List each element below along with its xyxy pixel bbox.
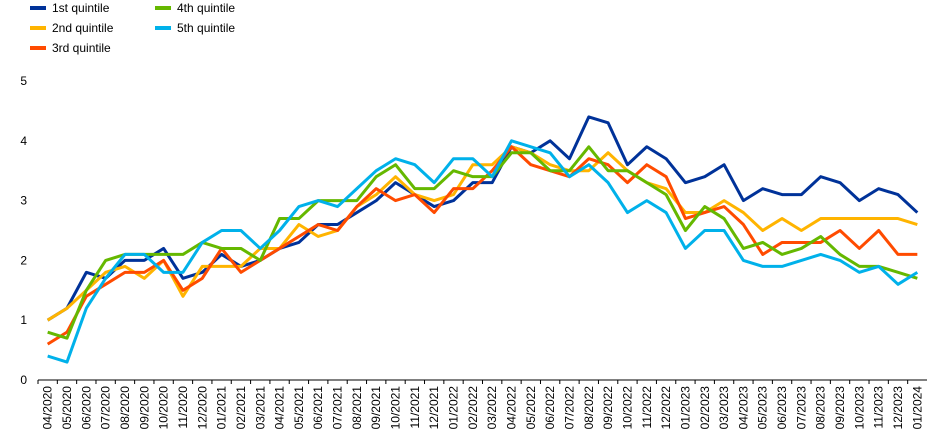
x-tick-label: 12/2023 bbox=[891, 386, 905, 430]
series-line bbox=[47, 145, 918, 340]
x-tick-label: 05/2022 bbox=[524, 386, 538, 430]
series-line bbox=[47, 139, 919, 364]
x-tick-label: 06/2020 bbox=[79, 386, 93, 430]
legend-label: 2nd quintile bbox=[52, 21, 114, 35]
x-tick-label: 07/2023 bbox=[794, 386, 808, 430]
x-tick-label: 03/2022 bbox=[485, 386, 499, 430]
x-tick-label: 05/2021 bbox=[292, 386, 306, 430]
x-tick-label: 11/2020 bbox=[176, 386, 190, 429]
x-tick-label: 01/2021 bbox=[215, 386, 229, 430]
legend-label: 3rd quintile bbox=[52, 41, 111, 55]
legend-label: 4th quintile bbox=[177, 1, 235, 15]
x-tick-label: 06/2023 bbox=[775, 386, 789, 430]
x-tick-label: 01/2023 bbox=[678, 386, 692, 430]
x-tick-label: 05/2020 bbox=[60, 386, 74, 430]
x-tick-label: 01/2022 bbox=[447, 386, 461, 430]
x-tick-label: 04/2021 bbox=[273, 386, 287, 430]
x-tick-label: 10/2022 bbox=[620, 386, 634, 430]
x-tick-label: 12/2020 bbox=[195, 386, 209, 430]
x-tick-label: 11/2023 bbox=[872, 386, 886, 429]
x-tick-label: 04/2020 bbox=[41, 386, 55, 430]
y-tick-label: 2 bbox=[20, 253, 27, 267]
x-tick-label: 10/2020 bbox=[157, 386, 171, 430]
x-tick-label: 07/2020 bbox=[99, 386, 113, 430]
y-tick-label: 4 bbox=[20, 134, 27, 148]
x-tick-label: 06/2021 bbox=[311, 386, 325, 430]
x-tick-label: 09/2022 bbox=[601, 386, 615, 430]
y-tick-label: 0 bbox=[20, 373, 27, 387]
series-line bbox=[46, 145, 918, 322]
x-tick-label: 08/2021 bbox=[350, 386, 364, 430]
x-tick-label: 12/2021 bbox=[427, 386, 441, 430]
series-line bbox=[46, 115, 919, 322]
x-tick-label: 02/2022 bbox=[466, 386, 480, 430]
x-tick-label: 12/2022 bbox=[659, 386, 673, 430]
x-tick-label: 07/2022 bbox=[562, 386, 576, 430]
x-tick-label: 08/2023 bbox=[814, 386, 828, 430]
x-tick-label: 02/2021 bbox=[234, 386, 248, 430]
x-tick-label: 02/2023 bbox=[698, 386, 712, 430]
x-tick-label: 08/2022 bbox=[582, 386, 596, 430]
legend-label: 5th quintile bbox=[177, 21, 235, 35]
x-tick-label: 03/2021 bbox=[253, 386, 267, 430]
x-tick-label: 08/2020 bbox=[118, 386, 132, 430]
x-tick-label: 04/2023 bbox=[736, 386, 750, 430]
x-tick-label: 06/2022 bbox=[543, 386, 557, 430]
x-tick-label: 09/2023 bbox=[833, 386, 847, 430]
x-tick-label: 09/2020 bbox=[137, 386, 151, 430]
x-tick-label: 05/2023 bbox=[756, 386, 770, 430]
x-tick-label: 09/2021 bbox=[369, 386, 383, 430]
x-tick-label: 10/2023 bbox=[852, 386, 866, 430]
x-tick-label: 01/2024 bbox=[910, 386, 924, 430]
x-tick-label: 07/2021 bbox=[331, 386, 345, 430]
x-tick-label: 03/2023 bbox=[717, 386, 731, 430]
legend-label: 1st quintile bbox=[52, 1, 110, 15]
x-tick-label: 04/2022 bbox=[504, 386, 518, 430]
y-tick-label: 1 bbox=[20, 313, 27, 327]
x-tick-label: 11/2022 bbox=[640, 386, 654, 429]
y-tick-label: 5 bbox=[20, 74, 27, 88]
y-tick-label: 3 bbox=[20, 194, 27, 208]
x-tick-label: 11/2021 bbox=[408, 386, 422, 429]
x-tick-label: 10/2021 bbox=[389, 386, 403, 430]
